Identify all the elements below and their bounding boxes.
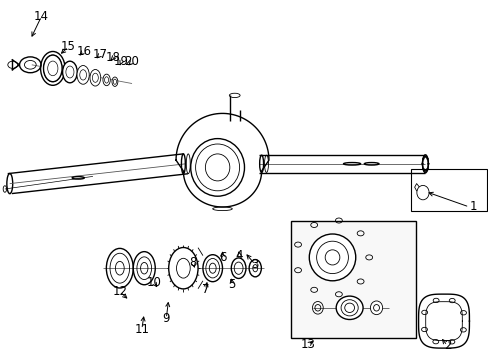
Text: 4: 4 bbox=[235, 249, 243, 262]
Bar bbox=[290, 221, 415, 338]
Ellipse shape bbox=[102, 74, 110, 86]
Ellipse shape bbox=[336, 296, 362, 320]
Text: 8: 8 bbox=[189, 256, 197, 269]
Ellipse shape bbox=[43, 55, 62, 82]
Text: 5: 5 bbox=[228, 278, 236, 291]
Polygon shape bbox=[418, 294, 468, 348]
Text: 3: 3 bbox=[251, 258, 259, 271]
Ellipse shape bbox=[416, 185, 428, 200]
Text: 1: 1 bbox=[468, 201, 476, 213]
Ellipse shape bbox=[62, 61, 77, 83]
Text: 17: 17 bbox=[93, 48, 107, 61]
Text: 16: 16 bbox=[77, 45, 91, 58]
Text: 6: 6 bbox=[218, 251, 226, 264]
Text: 20: 20 bbox=[124, 55, 139, 68]
Ellipse shape bbox=[77, 66, 89, 84]
Text: 19: 19 bbox=[114, 55, 128, 68]
Text: 13: 13 bbox=[300, 338, 315, 351]
Ellipse shape bbox=[190, 139, 244, 196]
Text: 9: 9 bbox=[162, 312, 170, 325]
Ellipse shape bbox=[370, 301, 382, 315]
Ellipse shape bbox=[41, 51, 65, 85]
Text: 15: 15 bbox=[61, 40, 76, 53]
Text: 11: 11 bbox=[134, 323, 149, 336]
Text: 2: 2 bbox=[443, 339, 450, 352]
Text: 10: 10 bbox=[146, 276, 161, 289]
Ellipse shape bbox=[308, 234, 355, 281]
Ellipse shape bbox=[168, 248, 198, 289]
Text: 12: 12 bbox=[112, 285, 127, 298]
Text: 7: 7 bbox=[201, 283, 209, 296]
Polygon shape bbox=[176, 113, 268, 207]
Ellipse shape bbox=[112, 77, 118, 86]
Ellipse shape bbox=[90, 69, 101, 86]
Text: 18: 18 bbox=[106, 51, 121, 64]
Polygon shape bbox=[425, 302, 461, 341]
Bar bbox=[410, 169, 486, 211]
Text: 14: 14 bbox=[34, 10, 49, 23]
